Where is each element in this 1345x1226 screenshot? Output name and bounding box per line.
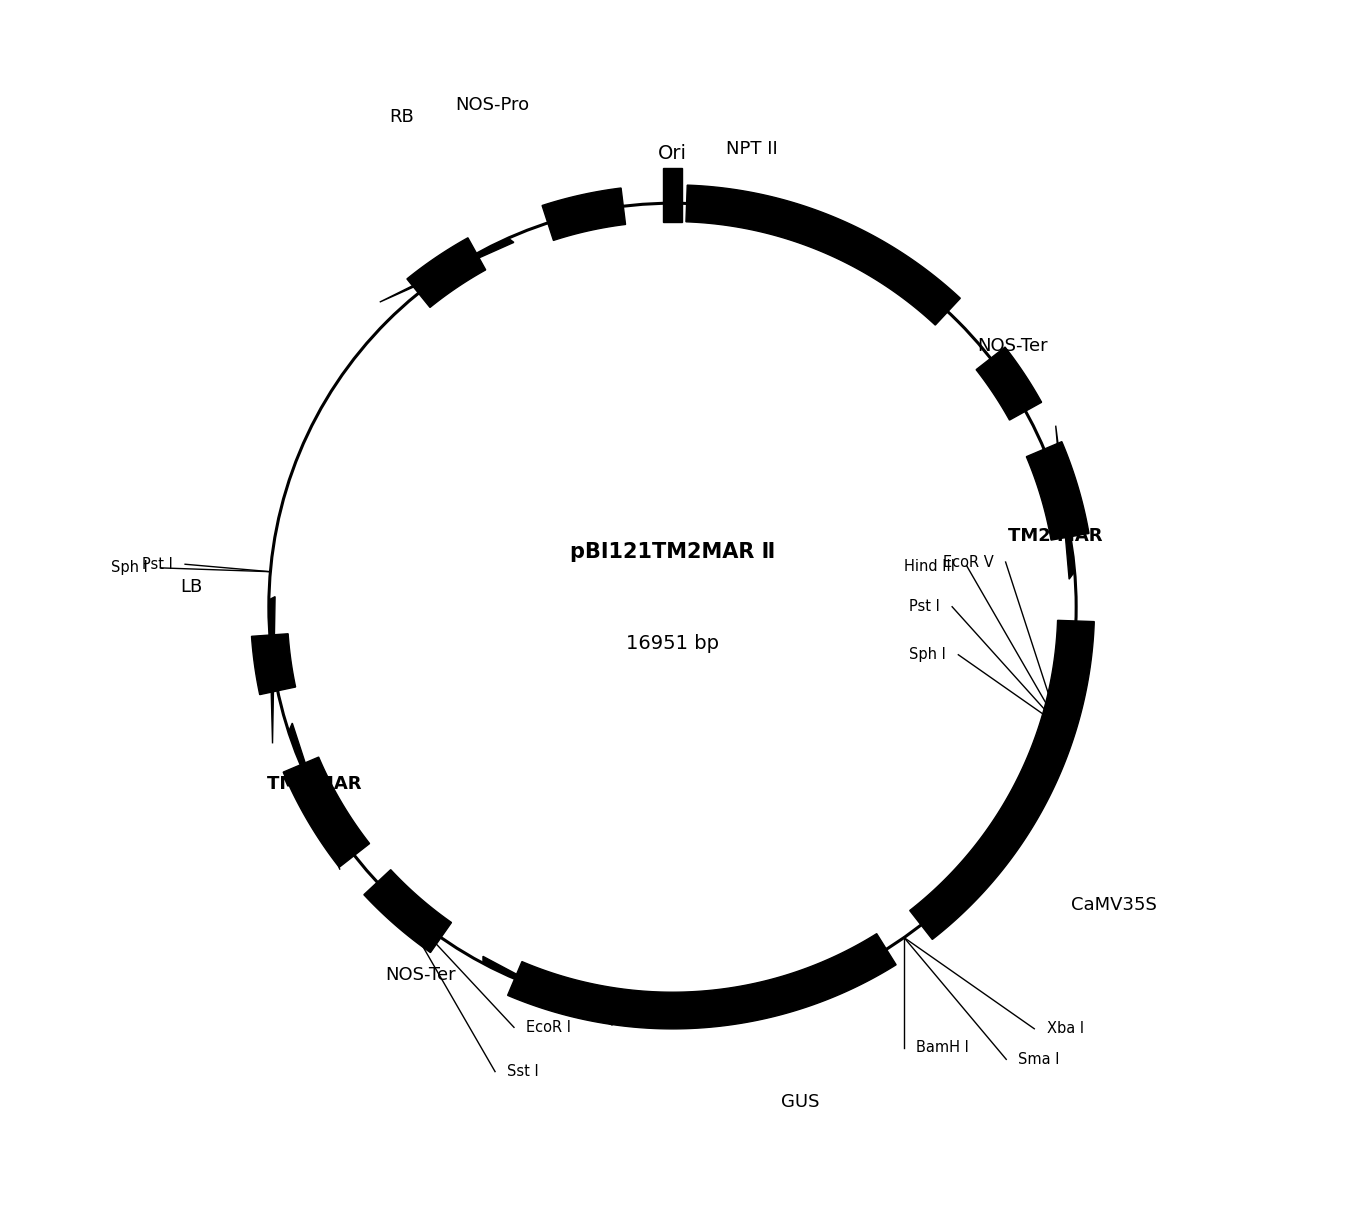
- Text: Hind III: Hind III: [904, 559, 955, 574]
- Polygon shape: [1056, 425, 1075, 579]
- Text: NOS-Pro: NOS-Pro: [455, 96, 529, 114]
- Polygon shape: [269, 597, 276, 743]
- Polygon shape: [364, 869, 452, 953]
- Polygon shape: [289, 723, 340, 869]
- Bar: [663, 168, 682, 222]
- Polygon shape: [252, 634, 296, 695]
- Text: RB: RB: [389, 108, 414, 126]
- Polygon shape: [284, 758, 370, 867]
- Polygon shape: [507, 934, 896, 1029]
- Text: Pst I: Pst I: [909, 600, 940, 614]
- Text: NOS-Ter: NOS-Ter: [386, 966, 456, 983]
- Text: Ori: Ori: [658, 143, 687, 163]
- Text: Sma I: Sma I: [1018, 1052, 1060, 1067]
- Polygon shape: [909, 620, 1095, 939]
- Polygon shape: [976, 347, 1041, 421]
- Text: CaMV35S: CaMV35S: [1071, 896, 1157, 915]
- Text: TM2 MAR: TM2 MAR: [268, 775, 362, 793]
- Polygon shape: [686, 185, 960, 325]
- Text: 16951 bp: 16951 bp: [625, 634, 720, 653]
- Text: EcoR V: EcoR V: [943, 554, 994, 570]
- Polygon shape: [483, 956, 612, 1025]
- Text: Sph I: Sph I: [112, 560, 148, 575]
- Text: TM2 MAR: TM2 MAR: [1009, 527, 1103, 546]
- Text: LB: LB: [180, 579, 203, 596]
- Text: Sst I: Sst I: [507, 1064, 539, 1079]
- Text: Sph I: Sph I: [909, 647, 946, 662]
- Text: GUS: GUS: [780, 1094, 819, 1111]
- Polygon shape: [379, 238, 514, 302]
- Polygon shape: [408, 238, 486, 308]
- Text: Pst I: Pst I: [143, 557, 174, 571]
- Text: EcoR I: EcoR I: [526, 1020, 572, 1035]
- Text: NPT II: NPT II: [726, 140, 777, 158]
- Text: NOS-Ter: NOS-Ter: [976, 337, 1048, 354]
- Text: Xba I: Xba I: [1046, 1021, 1084, 1036]
- Polygon shape: [1026, 441, 1089, 541]
- Text: pBI121TM2MAR Ⅱ: pBI121TM2MAR Ⅱ: [570, 542, 775, 562]
- Polygon shape: [542, 188, 625, 240]
- Text: BamH I: BamH I: [916, 1040, 970, 1056]
